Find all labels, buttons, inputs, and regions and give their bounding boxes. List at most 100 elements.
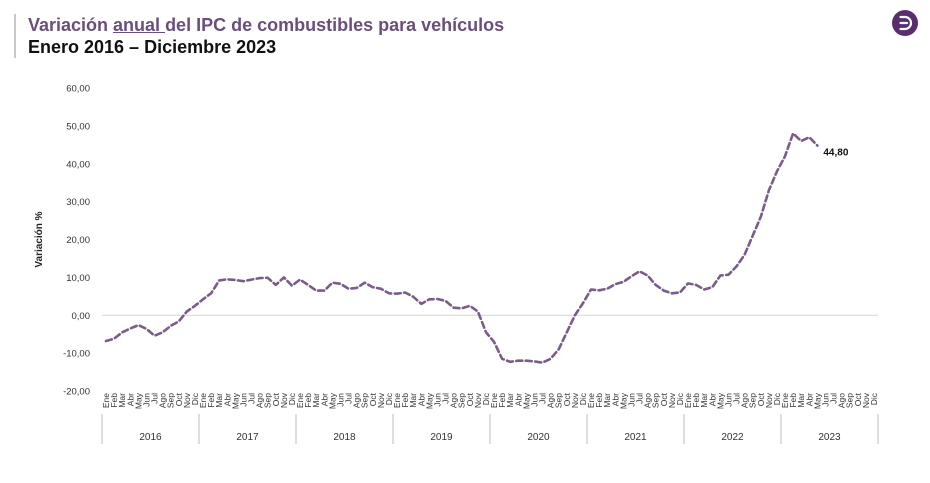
- x-month-label: May: [133, 392, 143, 409]
- x-month-label: Jul: [538, 393, 548, 404]
- d-logo-glyph: [899, 15, 913, 31]
- x-month-label: Jun: [820, 393, 830, 407]
- x-month-label: Oct: [562, 392, 572, 406]
- x-month-label: Jun: [626, 393, 636, 407]
- x-month-label: Jul: [441, 393, 451, 404]
- x-month-label: Sep: [263, 393, 273, 408]
- x-year-label: 2023: [818, 432, 841, 443]
- x-year-label: 2017: [236, 432, 259, 443]
- x-month-label: Nov: [570, 392, 580, 408]
- last-value-label: 44,80: [823, 148, 848, 159]
- x-month-label: Sep: [748, 393, 758, 408]
- y-tick-label: -20,00: [63, 387, 90, 398]
- x-month-label: Jun: [432, 393, 442, 407]
- x-month-label: Ene: [780, 393, 790, 408]
- x-month-label: May: [618, 392, 628, 409]
- x-month-label: Feb: [788, 393, 798, 408]
- x-month-label: Ene: [101, 393, 111, 408]
- d-logo-icon: [892, 10, 918, 36]
- x-month-label: Oct: [368, 392, 378, 406]
- title-part-c: del IPC de combustibles para vehículos: [165, 15, 505, 35]
- x-month-label: Sep: [457, 393, 467, 408]
- x-month-label: Oct: [271, 392, 281, 406]
- x-month-label: Dic: [384, 392, 394, 405]
- x-month-label: Feb: [691, 393, 701, 408]
- title-part-underlined: anual: [113, 15, 166, 35]
- x-month-label: Abr: [804, 393, 814, 406]
- x-month-label: Ago: [546, 393, 556, 408]
- x-month-label: Dic: [190, 392, 200, 405]
- x-month-label: Abr: [707, 393, 717, 406]
- x-month-label: Nov: [473, 392, 483, 408]
- x-month-label: Ago: [255, 393, 265, 408]
- x-month-label: Mar: [311, 393, 321, 408]
- x-month-label: Feb: [303, 393, 313, 408]
- y-tick-label: 30,00: [66, 197, 90, 208]
- x-month-label: Feb: [400, 393, 410, 408]
- x-month-label: Abr: [319, 393, 329, 406]
- x-month-label: Ene: [489, 393, 499, 408]
- chart-title: Variación anual del IPC de combustibles …: [28, 14, 504, 36]
- x-month-label: Oct: [853, 392, 863, 406]
- x-month-label: Jul: [150, 393, 160, 404]
- x-month-label: Ago: [740, 393, 750, 408]
- x-month-label: Nov: [182, 392, 192, 408]
- title-part-a: Variación: [28, 15, 114, 35]
- x-month-label: May: [327, 392, 337, 409]
- x-month-label: Ene: [198, 393, 208, 408]
- x-year-label: 2016: [139, 432, 162, 443]
- x-year-label: 2022: [721, 432, 744, 443]
- x-month-label: Nov: [376, 392, 386, 408]
- y-tick-label: 50,00: [66, 121, 90, 132]
- x-month-label: Abr: [222, 393, 232, 406]
- x-month-label: Dic: [772, 392, 782, 405]
- y-tick-label: -10,00: [63, 349, 90, 360]
- x-month-label: Ago: [352, 393, 362, 408]
- chart-header: Variación anual del IPC de combustibles …: [14, 14, 504, 58]
- x-month-label: Sep: [554, 393, 564, 408]
- x-month-label: Jul: [829, 393, 839, 404]
- x-month-label: Sep: [845, 393, 855, 408]
- x-month-label: Nov: [764, 392, 774, 408]
- x-month-label: Feb: [497, 393, 507, 408]
- x-year-label: 2019: [430, 432, 453, 443]
- x-year-label: 2020: [527, 432, 550, 443]
- x-month-label: Oct: [659, 392, 669, 406]
- x-month-label: Ene: [392, 393, 402, 408]
- x-month-label: Feb: [594, 393, 604, 408]
- x-month-label: Ago: [158, 393, 168, 408]
- x-month-label: Mar: [796, 393, 806, 408]
- x-month-label: Jun: [723, 393, 733, 407]
- x-month-label: Jul: [247, 393, 257, 404]
- x-month-label: Ene: [683, 393, 693, 408]
- x-month-label: Abr: [610, 393, 620, 406]
- x-month-label: Dic: [481, 392, 491, 405]
- x-month-label: Jun: [238, 393, 248, 407]
- chart-subtitle: Enero 2016 – Diciembre 2023: [28, 37, 277, 57]
- x-month-label: May: [715, 392, 725, 409]
- x-month-label: Abr: [125, 393, 135, 406]
- x-month-label: Ago: [643, 393, 653, 408]
- x-month-label: Jun: [529, 393, 539, 407]
- x-month-label: Dic: [578, 392, 588, 405]
- x-month-label: Abr: [416, 393, 426, 406]
- x-month-label: Jun: [335, 393, 345, 407]
- x-month-label: Oct: [465, 392, 475, 406]
- y-axis-title: Variación %: [34, 211, 45, 267]
- x-month-label: Mar: [699, 393, 709, 408]
- x-month-label: Ago: [449, 393, 459, 408]
- x-month-label: Sep: [360, 393, 370, 408]
- x-month-label: Ene: [295, 393, 305, 408]
- x-month-label: Mar: [117, 393, 127, 408]
- x-month-label: Dic: [287, 392, 297, 405]
- x-month-label: Mar: [214, 393, 224, 408]
- x-month-label: May: [521, 392, 531, 409]
- x-month-label: Abr: [513, 393, 523, 406]
- x-month-label: Feb: [109, 393, 119, 408]
- x-month-label: Ene: [586, 393, 596, 408]
- x-month-label: Feb: [206, 393, 216, 408]
- x-month-label: Dic: [675, 392, 685, 405]
- series-line: [104, 132, 819, 364]
- x-month-label: Jul: [732, 393, 742, 404]
